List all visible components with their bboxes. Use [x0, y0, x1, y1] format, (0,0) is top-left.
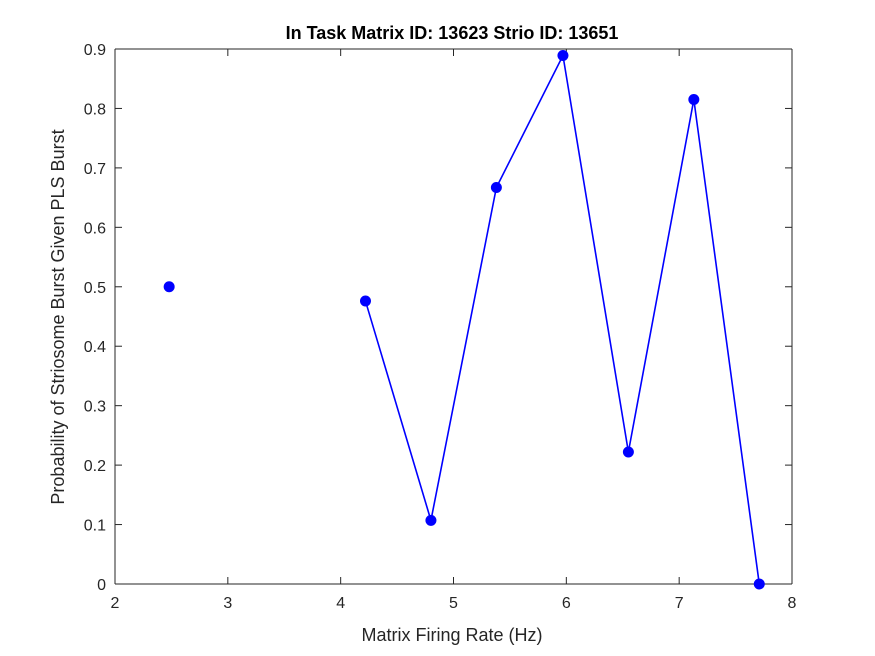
data-point: [557, 50, 569, 62]
y-tick-label: 0.9: [84, 42, 106, 59]
y-tick-label: 0.6: [84, 220, 106, 237]
data-point: [490, 182, 502, 194]
y-tick-label: 0.5: [84, 280, 106, 297]
x-tick-label: 4: [336, 595, 345, 612]
x-tick-label: 7: [675, 595, 684, 612]
y-tick-label: 0.2: [84, 458, 106, 475]
x-tick-label: 3: [223, 595, 232, 612]
series-line: [364, 52, 761, 585]
y-tick-label: 0.7: [84, 161, 106, 178]
y-tick-label: 0.3: [84, 399, 106, 416]
y-tick-label: 0.8: [84, 101, 106, 118]
axes: 2 3 4 5 6 7 8 0 0.1 0.2 0.3 0.4 0.5 0.6 0.7 0.8 0.9: [84, 42, 797, 612]
x-tick-label: 6: [562, 595, 571, 612]
chart-title: In Task Matrix ID: 13623 Strio ID: 13651: [286, 23, 619, 43]
x-tick-label: 2: [111, 595, 120, 612]
data-point: [425, 514, 437, 526]
data-point: [359, 295, 371, 307]
x-axis-title: Matrix Firing Rate (Hz): [361, 625, 542, 645]
data-point: [163, 281, 175, 293]
y-tick-label: 0: [97, 577, 106, 594]
data-point: [688, 94, 700, 106]
data-point: [753, 578, 765, 590]
y-tick-label: 0.1: [84, 518, 106, 535]
data-point: [622, 446, 634, 458]
y-tick-label: 0.4: [84, 339, 106, 356]
y-axis-title: Probability of Striosome Burst Given PLS…: [48, 129, 68, 504]
data-series: [163, 50, 765, 590]
x-tick-label: 8: [788, 595, 797, 612]
x-tick-label: 5: [449, 595, 458, 612]
